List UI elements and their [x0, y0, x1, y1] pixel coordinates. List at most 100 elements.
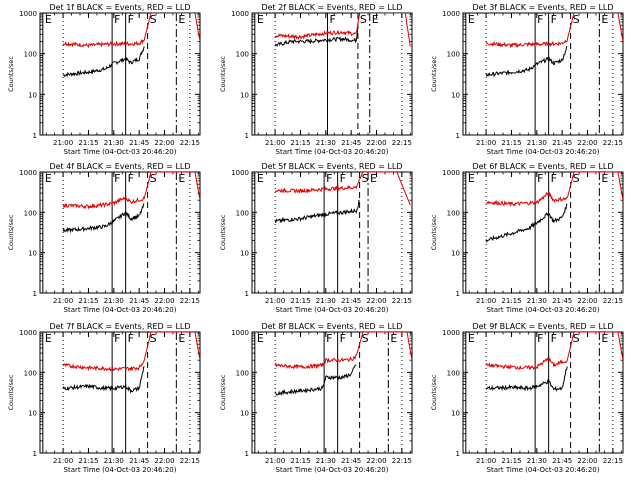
events-series-line: [485, 366, 568, 392]
plot-frame: [462, 12, 624, 136]
x-tick-label: 21:15: [290, 297, 310, 305]
event-marker-label: S: [150, 172, 157, 185]
chart-title: Det 9f BLACK = Events, RED = LLD: [472, 322, 613, 331]
x-tick-label: 22:00: [154, 297, 174, 305]
x-tick-label: 21:30: [527, 139, 547, 147]
x-tick-label: 21:45: [341, 139, 361, 147]
chart-panel-1: Det 1f BLACK = Events, RED = LLD 1 10 100 10…: [7, 3, 201, 156]
event-marker-label: F: [128, 13, 134, 26]
event-marker-label: E: [178, 13, 185, 26]
event-marker-label: E: [178, 172, 185, 185]
y-axis-label: Counts/sec: [430, 56, 438, 92]
x-tick-label: 21:45: [341, 297, 361, 305]
y-axis-label: Counts/sec: [430, 214, 438, 250]
event-marker-label: E: [390, 332, 397, 345]
chart-panel-7: Det 7f BLACK = Events, RED = LLD 1 10 100 10…: [7, 322, 201, 474]
event-marker-label: F: [326, 332, 332, 345]
lld-series-line: [62, 332, 200, 372]
plot-frame: [251, 171, 413, 294]
x-axis-label: Start Time (04-Oct-03 20:46:20): [276, 148, 389, 156]
lld-series-line: [485, 332, 623, 371]
x-tick-label: 21:45: [129, 297, 149, 305]
y-tick-label: 1000: [19, 169, 37, 177]
events-series-line: [62, 203, 145, 234]
y-tick-label: 1000: [231, 329, 249, 337]
x-tick-label: 22:00: [577, 139, 597, 147]
events-series-line: [485, 203, 568, 243]
x-axis-label: Start Time (04-Oct-03 20:46:20): [487, 306, 600, 314]
event-marker-label: S: [573, 332, 580, 345]
plot-frame: [251, 12, 413, 136]
y-tick-label: 1000: [442, 10, 460, 18]
y-axis-label: Counts/sec: [219, 214, 227, 250]
x-tick-label: 21:15: [78, 457, 98, 465]
x-tick-label: 21:30: [316, 139, 336, 147]
lld-series-line: [274, 13, 411, 47]
y-tick-label: 100: [24, 369, 37, 377]
x-tick-label: 22:15: [180, 139, 200, 147]
x-tick-label: 21:45: [552, 139, 572, 147]
plot-frame: [39, 171, 201, 294]
y-axis-label: Counts/sec: [7, 214, 15, 250]
event-marker-label: E: [601, 13, 608, 26]
chart-title: Det 7f BLACK = Events, RED = LLD: [49, 322, 190, 331]
y-tick-label: 100: [447, 51, 460, 59]
x-axis-label: Start Time (04-Oct-03 20:46:20): [487, 148, 600, 156]
event-marker-label: F: [340, 332, 346, 345]
x-tick-label: 21:30: [104, 139, 124, 147]
x-tick-label: 22:15: [392, 297, 412, 305]
y-tick-label: 100: [447, 369, 460, 377]
event-marker-label: E: [468, 332, 475, 345]
event-marker-label: F: [340, 172, 346, 185]
x-tick-label: 21:00: [476, 457, 496, 465]
event-marker-label: E: [601, 332, 608, 345]
x-tick-label: 22:15: [392, 457, 412, 465]
y-axis-label: Counts/sec: [219, 374, 227, 410]
y-tick-label: 1000: [231, 169, 249, 177]
x-tick-label: 21:15: [78, 297, 98, 305]
chart-panel-6: Det 6f BLACK = Events, RED = LLD 1 10 100 10…: [430, 162, 624, 314]
x-tick-label: 21:30: [104, 297, 124, 305]
event-marker-label: F: [114, 172, 120, 185]
x-tick-label: 21:15: [78, 139, 98, 147]
x-tick-label: 21:00: [476, 139, 496, 147]
plot-frame: [251, 331, 413, 454]
x-tick-label: 21:45: [341, 457, 361, 465]
x-tick-label: 21:00: [265, 139, 285, 147]
y-tick-label: 10: [28, 91, 37, 99]
x-axis-label: Start Time (04-Oct-03 20:46:20): [64, 306, 177, 314]
event-marker-label: E: [601, 172, 608, 185]
x-tick-label: 22:15: [180, 457, 200, 465]
x-tick-label: 21:45: [552, 297, 572, 305]
y-tick-label: 10: [451, 410, 460, 418]
x-tick-label: 22:00: [577, 297, 597, 305]
x-tick-label: 21:00: [53, 297, 73, 305]
lld-series-line: [485, 13, 623, 49]
events-series-line: [62, 46, 145, 78]
x-tick-label: 21:30: [316, 297, 336, 305]
chart-title: Det 3f BLACK = Events, RED = LLD: [472, 3, 613, 12]
y-tick-label: 100: [24, 209, 37, 217]
x-tick-label: 21:15: [501, 139, 521, 147]
x-tick-label: 22:00: [366, 457, 386, 465]
event-marker-label: E: [178, 332, 185, 345]
x-tick-label: 22:15: [603, 297, 623, 305]
event-marker-label: S: [573, 172, 580, 185]
x-tick-label: 21:15: [290, 139, 310, 147]
events-series-line: [62, 366, 145, 394]
x-tick-label: 22:15: [392, 139, 412, 147]
y-tick-label: 1: [245, 290, 249, 298]
x-tick-label: 21:30: [316, 457, 336, 465]
event-marker-label: E: [45, 332, 52, 345]
event-marker-label: F: [537, 13, 543, 26]
lld-series-line: [62, 172, 200, 210]
event-marker-label: S: [360, 13, 367, 26]
x-axis-label: Start Time (04-Oct-03 20:46:20): [64, 148, 177, 156]
x-tick-label: 21:45: [129, 457, 149, 465]
event-marker-label: S: [362, 332, 369, 345]
event-marker-label: E: [370, 172, 377, 185]
event-marker-label: F: [551, 13, 557, 26]
y-tick-label: 1: [456, 132, 460, 140]
y-tick-label: 1: [33, 132, 37, 140]
x-tick-label: 22:15: [603, 457, 623, 465]
